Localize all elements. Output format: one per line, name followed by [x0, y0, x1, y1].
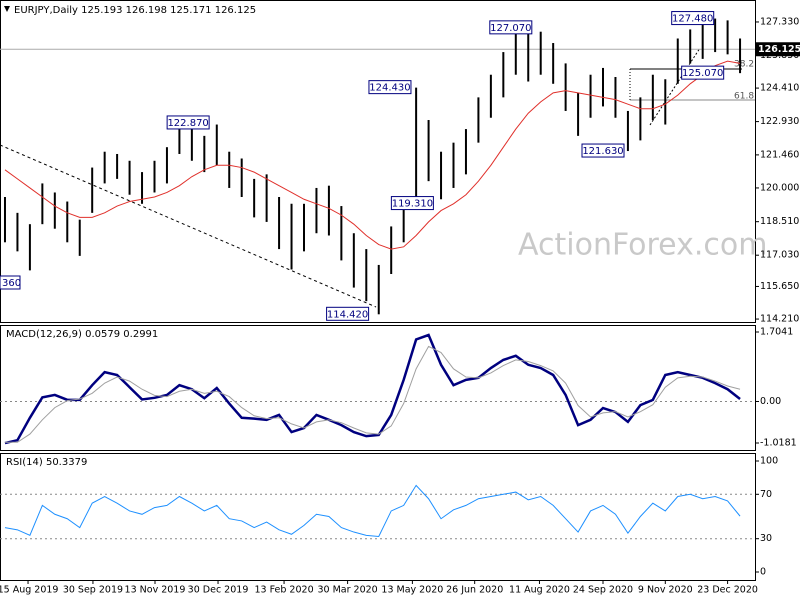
indicator-line: [4, 345, 741, 443]
annotation-box: [326, 306, 370, 321]
trend-line: [649, 47, 701, 126]
y-tick-label: 0: [760, 567, 766, 578]
y-tick-label: 30: [760, 533, 772, 544]
price-panel: [0, 0, 756, 323]
annotation: 122.870: [167, 118, 208, 129]
x-tick-label: 26 Jun 2020: [446, 585, 503, 596]
fib-label: 61.8: [734, 92, 754, 102]
annotation: 114.420: [327, 309, 368, 320]
annotation-box: [368, 80, 412, 95]
x-tick-label: 11 Aug 2020: [509, 585, 570, 596]
macd-panel: [0, 325, 756, 451]
annotation-box: [166, 115, 210, 130]
indicator-line: [4, 484, 741, 538]
rsi-panel: [0, 453, 756, 581]
x-tick-label: 30 Sep 2019: [63, 585, 123, 596]
last-price-label: 126.125: [758, 44, 800, 55]
watermark: ActionForex.com: [518, 228, 767, 263]
trend-line: [0, 144, 377, 308]
annotation: 127.480: [672, 14, 713, 25]
indicator-line: [4, 333, 741, 445]
x-tick-label: 15 Aug 2019: [0, 585, 58, 596]
x-tick-label: 13 May 2020: [381, 585, 443, 596]
annotation-box: [390, 196, 434, 211]
annotation-box: [671, 11, 715, 26]
moving-average: [4, 60, 741, 250]
x-tick-label: 13 Nov 2019: [125, 585, 186, 596]
y-tick-label: 121.460: [760, 149, 799, 160]
annotation-box: [681, 65, 725, 80]
y-tick-label: 114.210: [760, 314, 799, 325]
symbol-icon: [4, 6, 10, 12]
annotation: 127.070: [490, 23, 531, 34]
y-tick-label: 122.930: [760, 116, 799, 127]
y-tick-label: -1.0181: [760, 437, 797, 448]
y-tick-label: 70: [760, 489, 772, 500]
y-tick-label: 118.510: [760, 216, 799, 227]
annotation-box: [0, 275, 21, 290]
annotation: 119.310: [392, 199, 433, 210]
annotation: 360: [2, 278, 21, 289]
rsi-title: RSI(14) 50.3379: [6, 457, 87, 468]
y-tick-label: 100: [760, 455, 778, 466]
y-tick-label: 1.7041: [760, 326, 793, 337]
x-tick-label: 13 Feb 2020: [254, 585, 313, 596]
y-tick-label: 117.030: [760, 250, 799, 261]
x-tick-label: 9 Nov 2020: [638, 585, 693, 596]
y-tick-label: 127.330: [760, 16, 799, 27]
annotation-box: [581, 143, 625, 158]
last-price-box: [755, 42, 800, 57]
x-tick-label: 30 Mar 2020: [317, 585, 377, 596]
x-tick-label: 23 Dec 2020: [697, 585, 758, 596]
fib-label: 38.2: [734, 60, 754, 70]
y-tick-label: 115.650: [760, 281, 799, 292]
annotation: 124.430: [369, 83, 410, 94]
chart-title: EURJPY,Daily 125.193 126.198 125.171 126…: [14, 5, 256, 16]
y-tick-label: 0.00: [760, 396, 781, 407]
y-tick-label: 120.000: [760, 182, 799, 193]
annotation: 121.630: [582, 146, 623, 157]
macd-title: MACD(12,26,9) 0.0579 0.2991: [6, 329, 158, 340]
annotation: 125.070: [682, 68, 723, 79]
x-tick-label: 24 Sep 2020: [573, 585, 633, 596]
x-tick-label: 30 Dec 2019: [188, 585, 249, 596]
y-tick-label: 124.410: [760, 83, 799, 94]
annotation-box: [489, 20, 533, 35]
